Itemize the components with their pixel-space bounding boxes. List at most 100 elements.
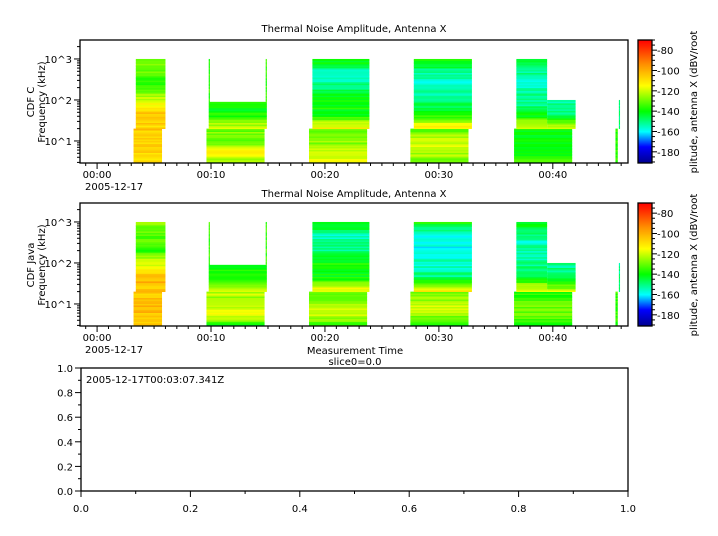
- spectrogram-cell: [135, 224, 166, 227]
- spectrogram-cell: [516, 89, 548, 92]
- spectrogram-cell: [516, 127, 548, 130]
- spectrogram-cell: [208, 279, 267, 282]
- spectrogram-cell: [265, 70, 267, 73]
- spectrogram-cell: [206, 303, 265, 306]
- spectrogram-cell: [208, 276, 267, 279]
- colorbar-swatch: [638, 208, 652, 210]
- colorbar-swatch: [638, 102, 652, 104]
- spectrogram-cell: [516, 110, 548, 113]
- spectrogram-cell: [206, 308, 265, 310]
- spectrogram-cell: [208, 229, 210, 232]
- spectrogram-cell: [265, 73, 267, 76]
- colorbar-swatch: [638, 42, 652, 44]
- spectrogram-cell: [135, 228, 166, 230]
- spectrogram-cell: [135, 226, 166, 229]
- spectrogram-cell: [514, 315, 573, 318]
- x-date-label: 2005-12-17: [85, 182, 143, 193]
- spectrogram-cell: [547, 112, 576, 114]
- spectrogram-cell: [135, 271, 166, 274]
- spectrogram-cell: [208, 84, 210, 86]
- spectrogram-cell: [516, 119, 548, 122]
- colorbar-swatch: [638, 64, 652, 66]
- spectrogram-cell: [516, 90, 548, 93]
- spectrogram-cell: [618, 262, 621, 265]
- colorbar-swatch: [638, 269, 652, 271]
- spectrogram-cell: [413, 74, 472, 77]
- spectrogram-cell: [265, 84, 267, 86]
- axes-ticks: 0.0 0.2 0.4 0.6 0.8 1.0 0.0 0.2 0.4 0.6 0.8 1.0: [57, 364, 636, 515]
- spectrogram-cell: [312, 122, 370, 125]
- spectrogram-cell: [413, 228, 472, 230]
- spectrogram-cell: [547, 125, 576, 128]
- spectrogram-cell: [615, 154, 618, 156]
- colorbar-swatch: [638, 258, 652, 260]
- spectrogram-cell: [413, 72, 472, 75]
- spectrogram-cell: [615, 152, 618, 155]
- colorbar-swatch: [638, 220, 652, 222]
- colorbar-swatch: [638, 319, 652, 321]
- spectrogram-cell: [516, 58, 548, 61]
- spectrogram-cell: [615, 299, 618, 301]
- colorbar-swatch: [638, 247, 652, 249]
- spectrogram-cell: [133, 305, 163, 307]
- colorbar-swatch: [638, 56, 652, 58]
- spectrogram-cell: [410, 143, 469, 146]
- spectrogram-cell: [206, 305, 265, 307]
- spectrogram-cell: [208, 92, 210, 95]
- colorbar-swatch: [638, 52, 652, 54]
- spectrogram-cell: [206, 315, 265, 318]
- spectrogram-cell: [413, 89, 472, 92]
- colorbar-swatch: [638, 263, 652, 265]
- spectrogram-cell: [312, 104, 370, 107]
- spectrogram-cell: [516, 69, 548, 72]
- spectrogram-cell: [135, 270, 166, 273]
- colorbar-swatch: [638, 62, 652, 64]
- spectrogram-cell: [206, 293, 265, 296]
- colorbar-swatch: [638, 87, 652, 89]
- spectrogram-cell: [312, 98, 370, 101]
- spectrogram-cell: [516, 229, 548, 232]
- spectrogram-cell: [133, 137, 163, 140]
- spectrogram-cell: [615, 137, 618, 140]
- colorbar-swatch: [638, 281, 652, 283]
- spectrogram-cell: [308, 145, 368, 147]
- spectrogram-cell: [133, 131, 163, 134]
- spectrogram-cell: [312, 92, 370, 95]
- spectrogram-cell: [208, 261, 210, 264]
- colorbar-swatch: [638, 122, 652, 124]
- spectrogram-cell: [516, 92, 548, 95]
- colorbar-tick-label: -100: [657, 66, 680, 77]
- colorbar-swatch: [638, 105, 652, 107]
- colorbar-swatch: [638, 282, 652, 284]
- spectrogram-cell: [312, 282, 370, 285]
- spectrogram-cell: [135, 267, 166, 270]
- spectrogram-cell: [413, 223, 472, 226]
- spectrogram-cell: [206, 130, 265, 133]
- y-tick-label: 10^2: [45, 259, 72, 270]
- x-tick-label: 0.6: [401, 504, 417, 515]
- spectrogram-cell: [413, 284, 472, 286]
- spectrogram-cell: [208, 121, 267, 124]
- spectrogram-cell: [208, 263, 210, 266]
- spectrogram-cell: [308, 311, 368, 313]
- spectrogram-cell: [547, 101, 576, 104]
- colorbar-swatch: [638, 55, 652, 57]
- spectrogram-cell: [618, 118, 621, 120]
- spectrogram-cell: [615, 130, 618, 133]
- colorbar-swatch: [638, 91, 652, 93]
- spectrogram-cell: [265, 245, 267, 248]
- colorbar-swatch: [638, 60, 652, 62]
- spectrogram-cell: [514, 140, 573, 143]
- spectrogram-cell: [265, 235, 267, 238]
- spectrogram-cell: [312, 232, 370, 235]
- spectrogram-cell: [135, 276, 166, 279]
- spectrogram-cell: [265, 66, 267, 69]
- spectrogram-cell: [413, 234, 472, 236]
- spectrogram-cell: [547, 272, 576, 274]
- colorbar-swatch: [638, 139, 652, 141]
- spectrogram-cell: [265, 78, 267, 81]
- spectrogram-cell: [133, 145, 163, 147]
- spectrogram-cell: [135, 125, 166, 128]
- spectrogram-cell: [615, 321, 618, 324]
- spectrogram-cell: [413, 116, 472, 119]
